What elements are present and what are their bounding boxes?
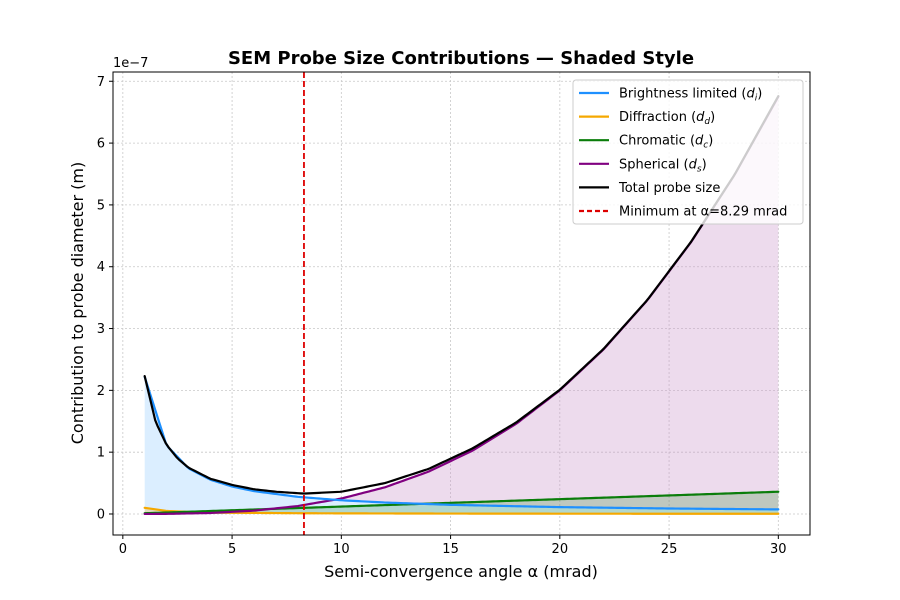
dc-line <box>143 490 780 515</box>
y-tick-label: 7 <box>97 75 105 90</box>
y-tick-label: 6 <box>97 137 105 152</box>
legend-label: Spherical (ds) <box>619 157 707 174</box>
x-axis-ticks: 0 5 10 15 20 25 30 <box>119 535 787 557</box>
di-line <box>143 375 780 511</box>
y-tick-label: 2 <box>97 384 105 399</box>
dd-line <box>143 506 780 515</box>
y-tick-label: 5 <box>97 198 105 213</box>
y-tick-label: 0 <box>97 507 105 522</box>
ds-area <box>144 96 779 514</box>
legend: Brightness limited (di) Diffraction (dd) C… <box>572 79 804 225</box>
y-tick-label: 4 <box>97 260 105 275</box>
legend-label: Chromatic (dc) <box>619 134 713 151</box>
y-axis-ticks: 0 1 2 3 4 5 6 7 <box>97 75 113 522</box>
y-axis-label: Contribution to probe diameter (m) <box>68 162 87 445</box>
x-tick-label: 20 <box>552 542 569 557</box>
x-tick-label: 10 <box>333 542 350 557</box>
x-axis-label: Semi-convergence angle α (mrad) <box>324 562 598 581</box>
y-offset-label: 1e−7 <box>113 56 148 71</box>
chart-title: SEM Probe Size Contributions — Shaded St… <box>228 48 694 69</box>
y-tick-label: 3 <box>97 322 105 337</box>
legend-label: Total probe size <box>618 181 720 196</box>
x-tick-label: 0 <box>119 542 127 557</box>
y-tick-label: 1 <box>97 446 105 461</box>
series-lines <box>143 95 780 516</box>
legend-label: Brightness limited (di) <box>619 87 762 104</box>
legend-box <box>572 79 804 225</box>
total-line <box>143 95 780 495</box>
x-tick-label: 15 <box>442 542 459 557</box>
di-area <box>144 376 779 514</box>
x-tick-label: 30 <box>770 542 787 557</box>
legend-label: Minimum at α=8.29 mrad <box>619 205 787 220</box>
x-tick-label: 5 <box>228 542 236 557</box>
plot-frame <box>112 71 811 536</box>
legend-label: Diffraction (dd) <box>619 110 715 127</box>
x-tick-label: 25 <box>661 542 678 557</box>
